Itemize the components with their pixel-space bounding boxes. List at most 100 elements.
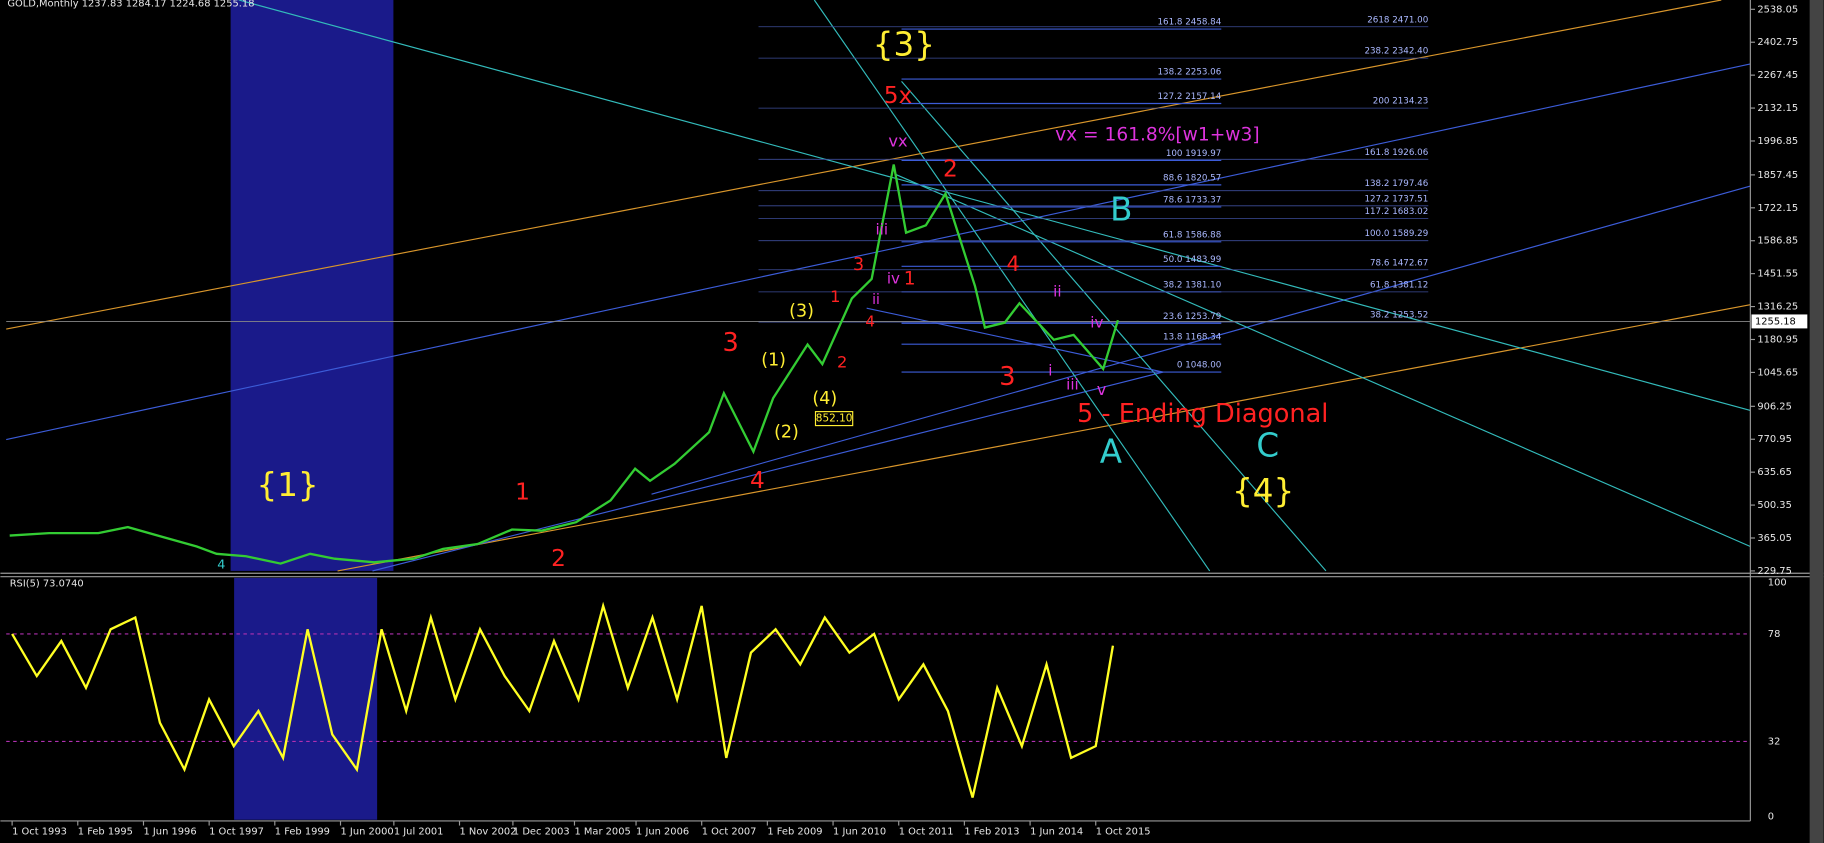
wave-label: 4 (217, 558, 225, 573)
price-label-box (814, 411, 854, 427)
fib-label: 0 1048.00 (1177, 361, 1221, 371)
y-tick-label: 1722.15 (1757, 203, 1798, 214)
wave-label: 1 (830, 287, 840, 306)
x-tick-label: 1 Oct 2007 (702, 826, 757, 837)
fib-label: 100 1919.97 (1166, 149, 1221, 159)
fib-label: 61.8 1381.12 (1370, 280, 1428, 290)
y-tick-label: 2132.15 (1757, 103, 1798, 114)
side-panel (1809, 0, 1824, 843)
y-tick-label: 1586.85 (1757, 236, 1798, 247)
fib-label: 161.8 1926.06 (1364, 148, 1428, 158)
y-tick-label: 100 (1768, 578, 1787, 589)
x-tick-label: 1 Jun 2006 (636, 826, 689, 837)
x-tick-label: 1 Oct 2011 (899, 826, 954, 837)
x-tick-label: 1 Feb 1999 (275, 826, 330, 837)
x-tick-label: 1 Jun 2010 (833, 826, 886, 837)
x-tick-label: 1 Jun 2000 (341, 826, 394, 837)
x-tick-label: 1 Dec 2003 (513, 826, 570, 837)
trend-line (238, 0, 1751, 412)
rsi-line (11, 601, 1115, 798)
trend-lines (6, 0, 1751, 572)
trend-line (651, 185, 1751, 495)
y-tick-label: 500.35 (1757, 500, 1792, 511)
fib-label: 38.2 1381.10 (1163, 280, 1221, 290)
y-tick-label: 635.65 (1757, 467, 1792, 478)
x-tick-label: 1 Mar 2005 (574, 826, 630, 837)
y-tick-label: 1857.45 (1757, 170, 1798, 181)
wave-label: 1 (515, 479, 530, 506)
fib-label: 127.2 1737.51 (1364, 194, 1428, 204)
x-tick-label: 1 Jul 2001 (394, 826, 444, 837)
wave-label: vx (888, 131, 908, 150)
price-line (9, 164, 1120, 565)
wave-label: 4 (750, 467, 765, 494)
x-tick-label: 1 Feb 2013 (964, 826, 1019, 837)
wave-label: A (1100, 432, 1122, 470)
trend-line (813, 0, 1211, 572)
trend-line (372, 371, 1164, 572)
y-tick-label: 1996.85 (1757, 136, 1798, 147)
wave-label: ii (872, 292, 880, 308)
last-price-label: 1255.18 (1755, 316, 1796, 327)
wave-label: (2) (774, 423, 799, 443)
wave-label: 4 (865, 313, 875, 331)
y-tick-label: 32 (1768, 736, 1781, 747)
wave-label: v (1097, 380, 1107, 399)
fib-label: 50.0 1483.99 (1163, 255, 1221, 265)
trend-line (6, 0, 1722, 330)
wave-label: 2 (837, 352, 847, 371)
x-tick-label: 1 Jun 2014 (1030, 826, 1083, 837)
y-tick-label: 2402.75 (1757, 37, 1798, 48)
wave-label: {3} (873, 26, 935, 64)
wave-label: i (1048, 361, 1052, 379)
chart-title: GOLD,Monthly 1237.83 1284.17 1224.68 125… (7, 0, 254, 9)
y-tick-label: 2267.45 (1757, 70, 1798, 81)
wave-label: iv (887, 270, 900, 288)
wave-label: 3 (722, 328, 738, 358)
highlight-band (230, 0, 394, 571)
x-tick-label: 1 Oct 1997 (209, 826, 264, 837)
x-tick-label: 1 Jun 1996 (143, 826, 196, 837)
fib-label: 61.8 1586.88 (1163, 230, 1221, 240)
wave-label: 2 (551, 545, 566, 572)
fib-label: 78.6 1733.37 (1163, 195, 1221, 205)
highlight-band (234, 577, 378, 820)
fib-label: 2618 2471.00 (1367, 15, 1428, 25)
wave-label: (3) (789, 302, 814, 322)
rsi-title: RSI(5) 73.0740 (10, 579, 84, 590)
fib-label: 138.2 2253.06 (1157, 68, 1221, 78)
trend-line (866, 307, 1164, 373)
trend-line (895, 173, 1751, 548)
y-tick-label: 770.95 (1757, 434, 1792, 445)
x-tick-label: 1 Oct 2015 (1096, 826, 1151, 837)
wave-label: iv (1090, 314, 1103, 332)
x-tick-label: 1 Feb 1995 (78, 826, 133, 837)
wave-label: 1 (904, 269, 916, 290)
y-tick-label: 365.05 (1757, 533, 1792, 544)
wave-label: {4} (1232, 472, 1294, 510)
wave-label: 3 (999, 362, 1015, 392)
x-tick-label: 1 Feb 2009 (767, 826, 822, 837)
x-tick-label: 1 Nov 2002 (460, 826, 517, 837)
y-tick-label: 78 (1768, 629, 1781, 640)
fib-label: 13.8 1168.34 (1163, 333, 1222, 343)
y-tick-label: 1045.65 (1757, 367, 1798, 378)
fib-label: 127.2 2157.14 (1157, 92, 1221, 102)
wave-label: {1} (257, 466, 319, 504)
y-tick-label: 1451.55 (1757, 269, 1798, 280)
fib-label: 117.2 1683.02 (1364, 207, 1428, 217)
fib-label: 100.0 1589.29 (1364, 229, 1428, 239)
wave-label: (4) (812, 389, 837, 409)
wave-label: 2 (943, 155, 958, 182)
fib-label: 23.6 1253.79 (1163, 312, 1221, 322)
last-price-box (1751, 314, 1808, 329)
fib-label: 138.2 1797.46 (1364, 179, 1428, 189)
fib-label: 161.8 2458.84 (1157, 18, 1221, 28)
wave-label: C (1256, 427, 1279, 465)
wave-label: vx = 161.8%[w1+w3] (1055, 124, 1259, 145)
fib-label: 78.6 1472.67 (1370, 258, 1428, 268)
wave-label: ii (1053, 282, 1061, 300)
wave-label: 4 (1007, 252, 1020, 276)
